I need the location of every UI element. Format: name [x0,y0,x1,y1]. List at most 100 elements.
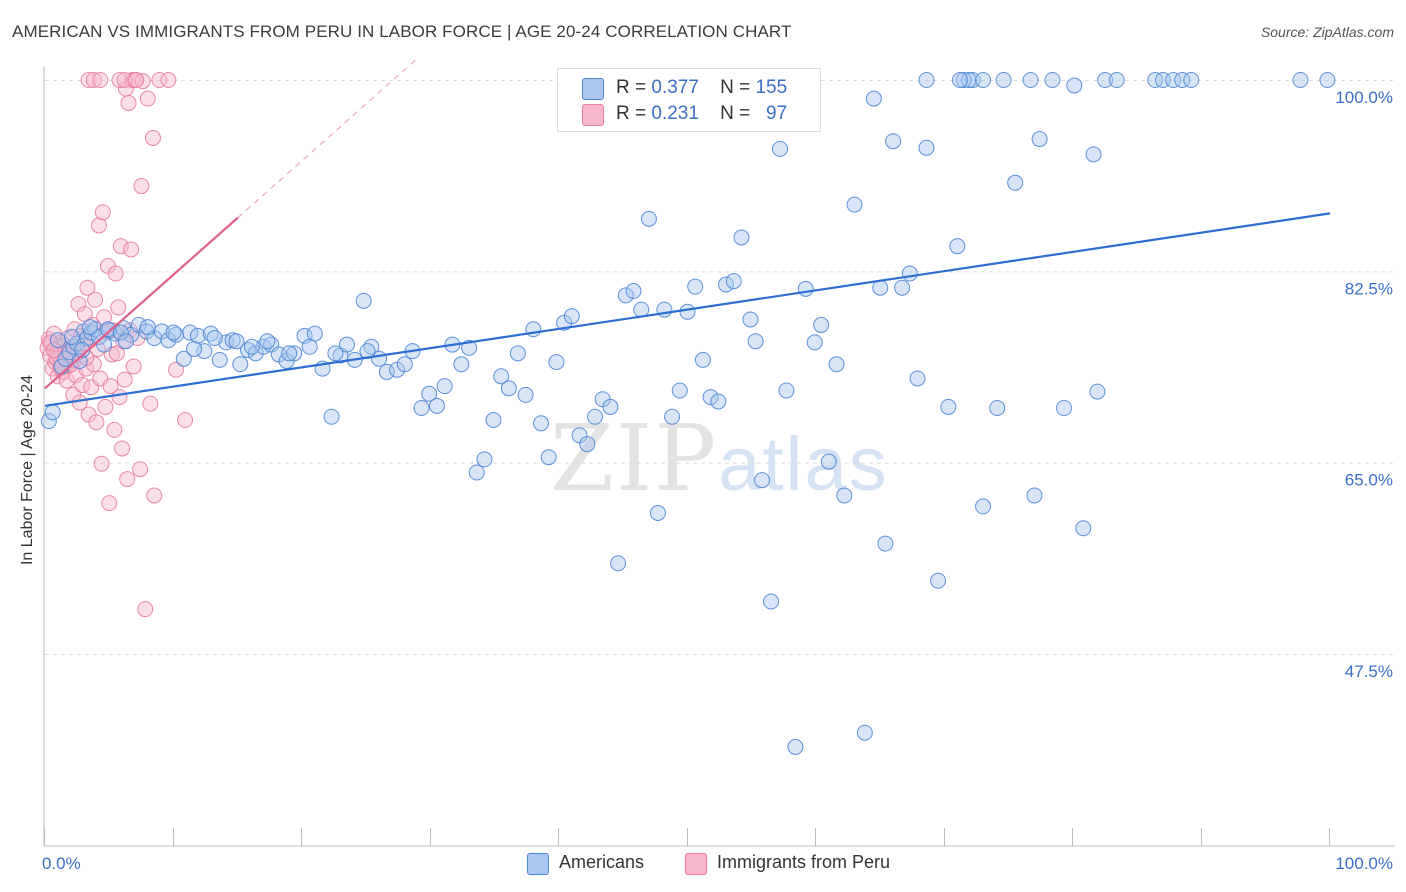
data-point-american [940,398,957,415]
data-point-american [885,133,902,150]
data-point-peru [168,361,185,378]
data-point-american [112,324,129,341]
data-point-american [461,339,478,356]
data-point-peru [177,412,194,429]
data-point-peru [151,72,168,88]
data-point-american [117,333,134,350]
data-point-american [548,354,565,371]
chart-title: AMERICAN VS IMMIGRANTS FROM PERU IN LABO… [12,22,792,41]
data-point-peru [111,72,128,88]
data-point-american [232,356,249,373]
data-point-american [909,370,926,387]
data-point-peru [112,238,129,255]
series-peru-points [39,72,194,618]
data-point-american [806,334,823,351]
legend-swatch-americans [527,853,549,875]
legend-text-peru: R = 0.231 N = 97 [616,103,787,125]
data-point-american [725,273,742,290]
data-point-american [206,330,223,347]
data-point-american [579,436,596,453]
legend-r-value: 0.377 [651,77,699,98]
data-point-american [1183,72,1200,88]
data-point-peru [144,129,161,146]
data-point-peru [93,455,110,472]
data-point-american [453,356,470,373]
data-point-american [359,343,376,360]
data-point-peru [133,178,150,195]
data-point-american [975,498,992,515]
data-point-american [772,140,789,157]
data-point-american [995,72,1012,88]
data-point-american [1165,72,1182,88]
data-point-american [955,72,972,88]
trend-lines [44,57,1331,407]
data-point-american [182,324,199,341]
data-point-american [747,333,764,350]
data-point-american [1007,174,1024,191]
data-point-american [702,389,719,406]
x-tick-label: 0.0% [42,854,81,873]
source-label: Source: ZipAtlas.com [1260,24,1394,40]
data-point-american [286,345,303,362]
data-point-american [877,535,894,552]
legend-text-americans: R = 0.377 N = 155 [616,77,787,99]
legend-r-value: 0.231 [651,103,699,124]
data-point-peru [90,217,107,234]
data-point-american [44,404,61,421]
data-point-american [625,283,642,300]
data-point-american [975,72,992,88]
data-point-american [679,303,696,320]
data-point-american [865,90,882,107]
data-point-peru [119,471,136,488]
data-point-american [533,415,550,432]
data-point-american [81,319,98,336]
y-tick-label: 65.0% [1345,471,1393,490]
legend-n-label: N = [720,103,751,124]
data-point-american [259,333,276,350]
data-point-american [1031,131,1048,148]
data-point-american [1097,72,1114,88]
data-point-american [694,351,711,368]
y-axis-label-wrap: In Labor Force | Age 20-24 [19,375,37,565]
data-point-american [186,340,203,357]
data-point-american [664,408,681,425]
watermark-zip: ZIP [550,405,719,512]
y-axis-label: In Labor Force | Age 20-24 [19,374,36,566]
legend-n-value: 97 [766,103,788,124]
data-point-american [989,400,1006,416]
data-point-peru [94,204,111,221]
data-point-peru [79,279,96,296]
data-point-american [139,319,156,336]
legend-n-label: N = [720,77,751,98]
series-americans-points [40,72,1336,755]
data-point-american [99,321,116,338]
legend-swatch-peru [582,104,604,126]
data-point-american [763,593,780,610]
data-point-american [649,504,666,521]
trend-line-americans [44,212,1331,407]
legend-label-peru: Immigrants from Peru [717,852,891,872]
data-point-peru [120,94,137,111]
watermark: ZIPatlas [550,405,889,512]
data-point-american [49,332,66,349]
data-point-american [1089,383,1106,400]
data-point-american [1026,487,1043,504]
data-point-american [602,398,619,415]
data-point-peru [85,72,102,88]
data-point-peru [88,414,105,431]
data-point-american [563,308,580,325]
data-point-american [413,400,430,416]
data-point-american [396,356,413,373]
data-point-american [421,385,438,402]
data-point-american [428,397,445,414]
data-point-american [468,464,485,481]
data-point-peru [116,371,133,388]
trend-line-peru-extension [237,57,419,219]
axes [43,66,1395,847]
data-point-american [211,351,228,368]
data-point-american [281,345,298,362]
data-point-american [951,72,968,88]
data-point-american [820,453,837,470]
data-point-american [640,210,657,227]
